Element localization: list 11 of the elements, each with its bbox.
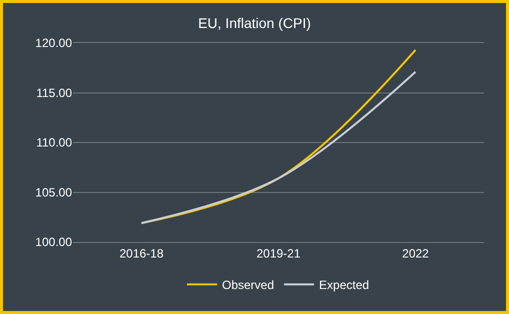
y-tick-label: 120.00	[35, 36, 72, 50]
legend-label: Observed	[222, 278, 274, 292]
legend-label: Expected	[319, 278, 370, 292]
y-tick-label: 105.00	[35, 185, 72, 200]
y-tick-label: 115.00	[36, 86, 72, 100]
y-tick-label: 110.00	[36, 136, 72, 150]
x-tick-label: 2016-18	[119, 246, 164, 260]
x-tick-label: 2019-21	[256, 246, 301, 260]
x-tick-label: 2022	[402, 246, 430, 260]
y-tick-label: 100.00	[35, 235, 72, 250]
chart-title: EU, Inflation (CPI)	[198, 15, 311, 32]
